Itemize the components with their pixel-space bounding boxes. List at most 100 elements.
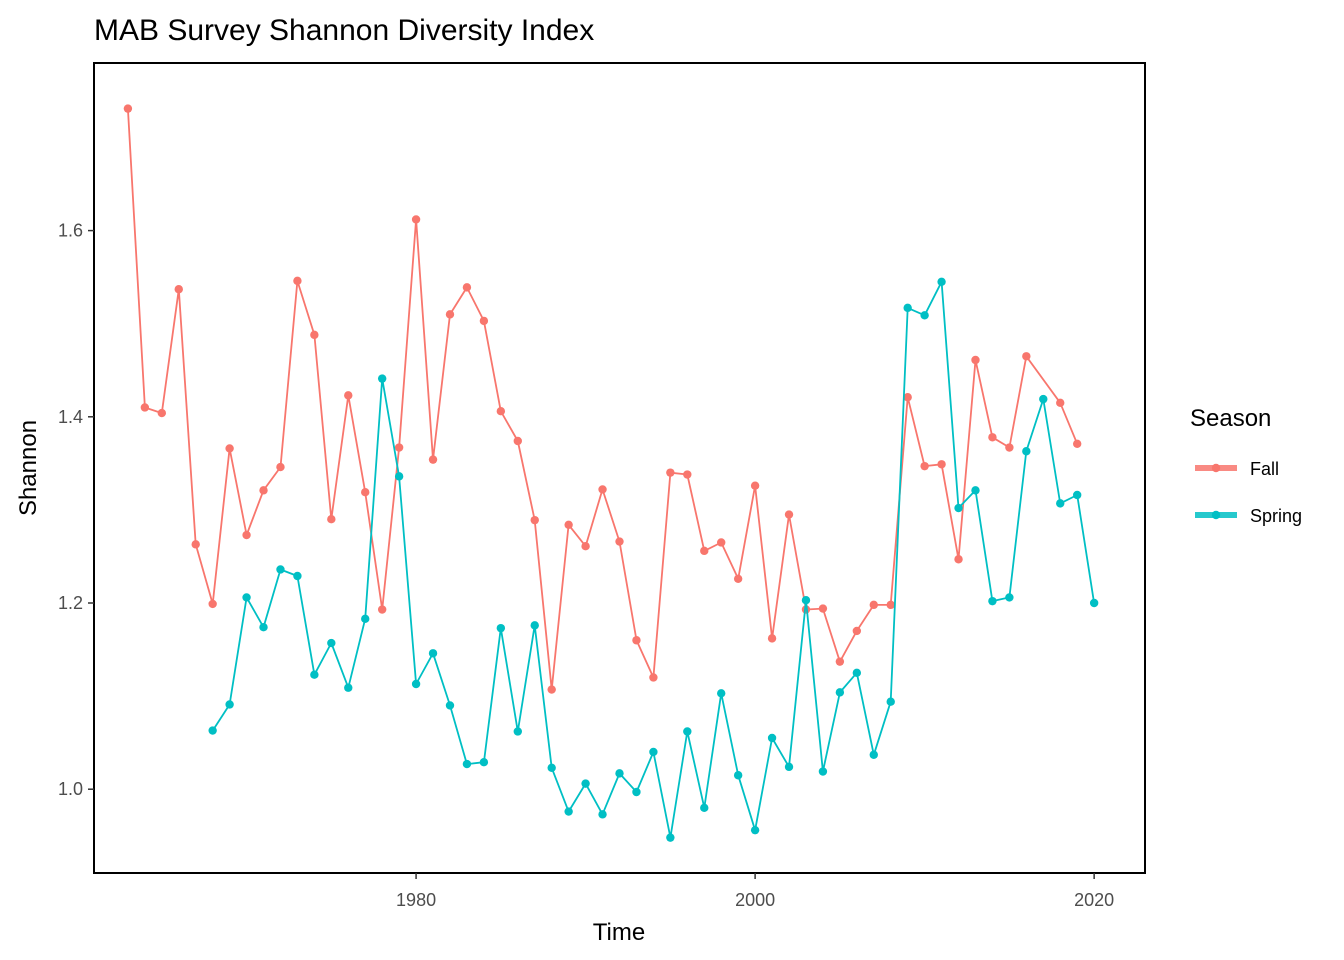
spring-data-point bbox=[445, 701, 455, 710]
spring-data-point bbox=[259, 623, 268, 632]
fall-data-point bbox=[733, 574, 743, 583]
fall-data-point bbox=[157, 408, 167, 418]
fall-data-point bbox=[479, 316, 489, 326]
fall-data-point bbox=[937, 460, 946, 469]
spring-data-point bbox=[750, 825, 760, 835]
fall-data-point bbox=[530, 515, 539, 525]
spring-data-point bbox=[767, 733, 777, 743]
fall-data-point bbox=[700, 546, 709, 556]
spring-legend-label: Spring bbox=[1250, 506, 1302, 526]
fall-data-point bbox=[903, 393, 912, 402]
fall-data-point bbox=[411, 215, 421, 224]
spring-data-point bbox=[394, 472, 404, 481]
fall-data-point bbox=[123, 104, 133, 113]
fall-series-line bbox=[127, 108, 1079, 691]
x-tick-label: 2020 bbox=[1074, 890, 1114, 910]
spring-data-point bbox=[666, 833, 675, 842]
fall-data-point bbox=[547, 685, 556, 694]
x-tick-label: 2000 bbox=[735, 890, 775, 910]
x-axis-title: Time bbox=[593, 919, 645, 946]
fall-data-point bbox=[750, 481, 760, 490]
fall-data-point bbox=[225, 444, 234, 453]
spring-data-point bbox=[530, 621, 539, 630]
fall-data-point bbox=[242, 530, 251, 540]
spring-data-point bbox=[411, 679, 421, 689]
fall-data-point bbox=[496, 407, 506, 416]
spring-data-point bbox=[1072, 490, 1082, 500]
fall-data-point bbox=[581, 542, 590, 551]
spring-data-point bbox=[1039, 394, 1048, 404]
fall-data-point bbox=[801, 605, 811, 614]
fall-legend-point bbox=[1211, 463, 1221, 473]
fall-data-point bbox=[818, 604, 828, 613]
spring-data-point bbox=[937, 277, 946, 286]
spring-data-point bbox=[564, 807, 573, 816]
spring-data-point bbox=[988, 596, 997, 606]
spring-data-point bbox=[1005, 593, 1014, 602]
fall-data-point bbox=[394, 443, 404, 452]
fall-data-point bbox=[428, 455, 438, 464]
fall-data-point bbox=[971, 355, 980, 365]
spring-data-point bbox=[1056, 499, 1065, 508]
spring-data-point bbox=[208, 726, 217, 735]
fall-data-point bbox=[293, 276, 302, 286]
fall-data-point bbox=[276, 462, 285, 472]
spring-data-point bbox=[835, 688, 845, 697]
spring-data-point bbox=[496, 623, 506, 633]
spring-data-point bbox=[242, 593, 251, 602]
fall-data-point bbox=[886, 600, 895, 610]
plot-panel bbox=[93, 62, 1146, 874]
fall-data-point bbox=[191, 540, 200, 549]
y-axis-title: Shannon bbox=[15, 420, 42, 516]
legend-title: Season bbox=[1190, 405, 1271, 432]
spring-data-point bbox=[615, 769, 624, 778]
spring-data-point bbox=[327, 638, 336, 648]
spring-data-point bbox=[903, 303, 912, 313]
spring-data-point bbox=[886, 697, 895, 706]
fall-data-point bbox=[377, 605, 387, 614]
spring-data-point bbox=[276, 565, 285, 574]
spring-data-point bbox=[971, 486, 980, 495]
fall-data-point bbox=[954, 555, 963, 564]
spring-data-point bbox=[462, 759, 472, 769]
spring-data-point bbox=[225, 700, 234, 709]
spring-data-point bbox=[513, 727, 522, 736]
spring-data-point bbox=[310, 670, 319, 679]
fall-data-point bbox=[920, 461, 929, 471]
x-tick-label: 1980 bbox=[396, 890, 436, 910]
spring-data-point bbox=[1022, 447, 1031, 456]
fall-data-point bbox=[835, 657, 845, 666]
spring-data-point bbox=[801, 596, 811, 605]
spring-data-point bbox=[479, 758, 489, 767]
fall-data-point bbox=[462, 283, 472, 292]
fall-data-point bbox=[1005, 443, 1014, 452]
y-axis-ticks: 1.0 1.2 1.4 1.6 bbox=[58, 221, 94, 799]
spring-data-point bbox=[344, 683, 353, 692]
fall-data-point bbox=[988, 433, 997, 442]
spring-data-point bbox=[361, 614, 370, 624]
spring-data-point bbox=[649, 747, 658, 757]
spring-data-point bbox=[920, 311, 929, 320]
fall-data-point bbox=[208, 599, 217, 609]
spring-data-point bbox=[784, 762, 794, 772]
spring-data-point bbox=[852, 668, 862, 678]
y-tick-label: 1.4 bbox=[58, 407, 83, 427]
spring-data-point bbox=[683, 727, 692, 736]
fall-data-point bbox=[344, 391, 353, 400]
fall-data-point bbox=[615, 537, 624, 546]
fall-data-point bbox=[666, 468, 675, 477]
spring-data-point bbox=[717, 689, 726, 698]
fall-data-point bbox=[784, 510, 794, 519]
fall-data-point bbox=[767, 634, 777, 643]
fall-data-point bbox=[1022, 352, 1031, 361]
spring-data-point bbox=[700, 803, 709, 813]
y-tick-label: 1.6 bbox=[58, 221, 83, 241]
fall-data-point bbox=[259, 486, 268, 495]
fall-data-point bbox=[717, 538, 726, 547]
spring-data-point bbox=[377, 374, 387, 383]
chart-title: MAB Survey Shannon Diversity Index bbox=[94, 14, 594, 47]
fall-data-point bbox=[649, 673, 658, 682]
fall-data-point bbox=[361, 488, 370, 497]
spring-data-point bbox=[733, 771, 743, 780]
